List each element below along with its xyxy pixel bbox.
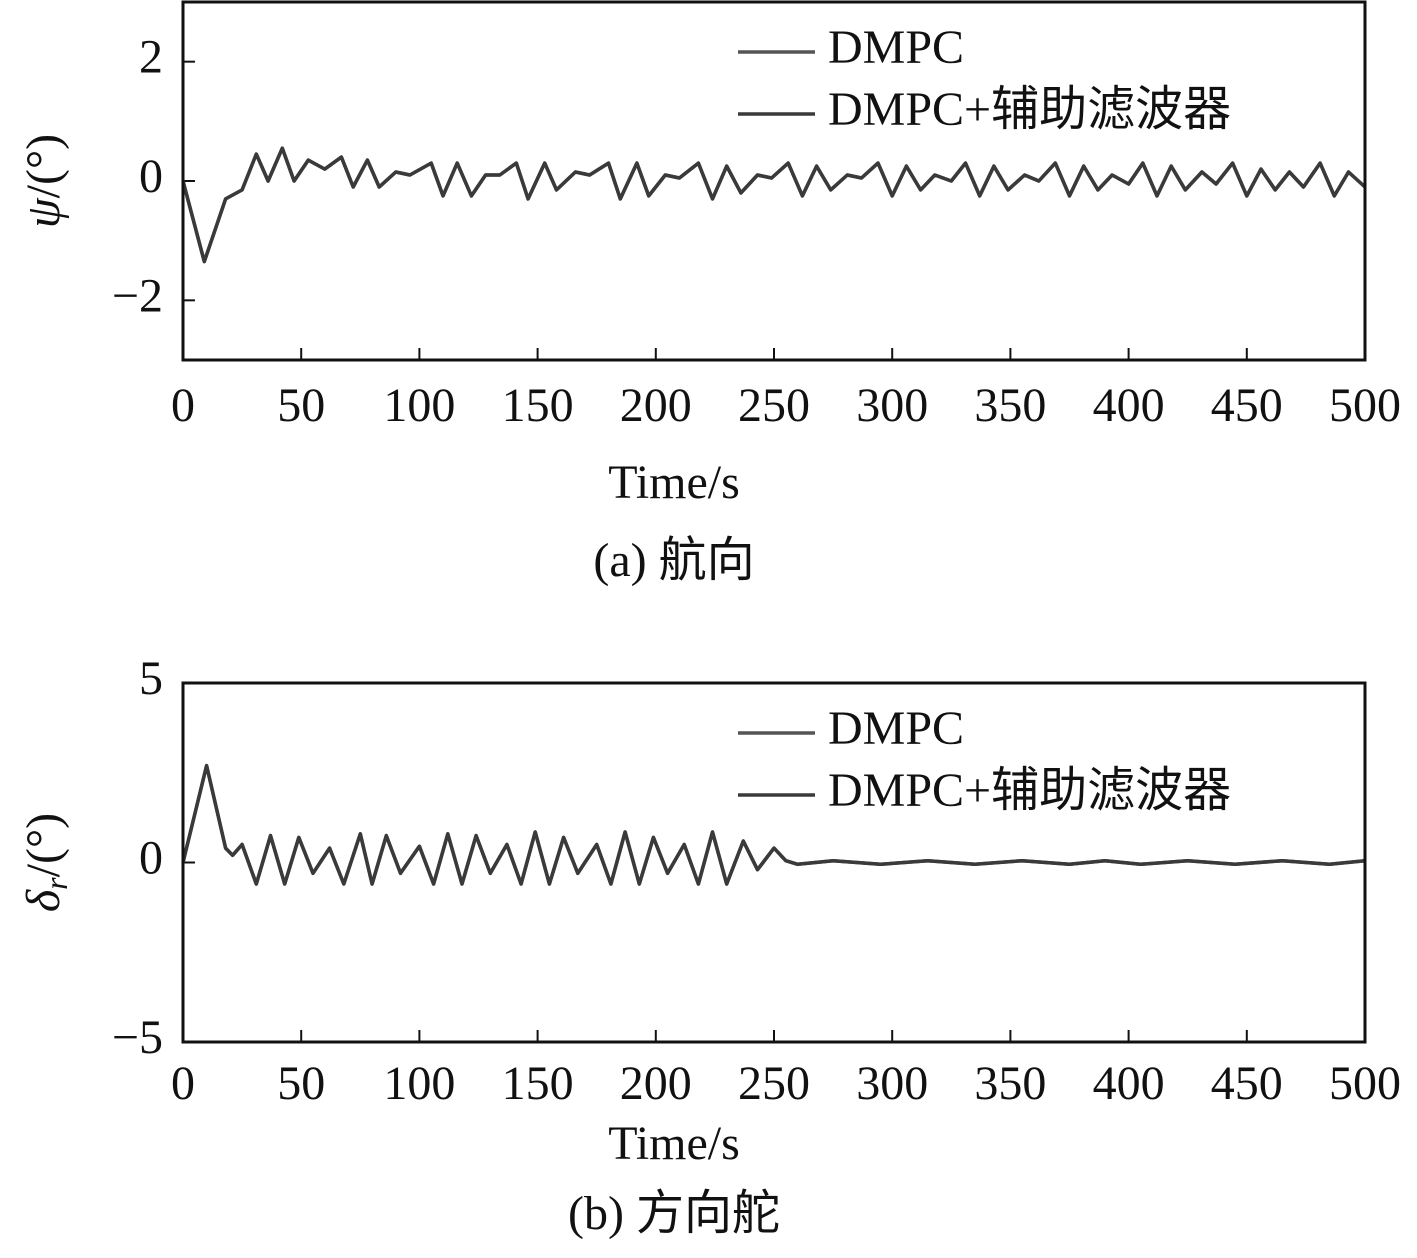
x-tick-label: 300	[856, 1057, 928, 1110]
x-axis-label: Time/s	[608, 456, 740, 509]
y-tick-label: −5	[112, 1011, 163, 1064]
x-tick-label: 200	[620, 379, 692, 432]
y-axis-label: δr/(°)	[17, 813, 74, 912]
x-tick-label: 500	[1329, 379, 1401, 432]
x-tick-label: 250	[738, 379, 810, 432]
x-tick-label: 100	[383, 379, 455, 432]
x-tick-label: 50	[277, 1057, 325, 1110]
y-label-unit: /(°)	[17, 813, 70, 878]
x-tick-label: 100	[383, 1057, 455, 1110]
y-tick-label: 5	[139, 652, 163, 705]
x-tick-label: 450	[1211, 1057, 1283, 1110]
data-line	[181, 146, 1367, 264]
x-tick-label: 50	[277, 379, 325, 432]
x-tick-label: 150	[502, 1057, 574, 1110]
y-label-subscript: r	[38, 877, 74, 890]
y-tick-label: −2	[112, 269, 163, 322]
plot-frame	[181, 681, 1367, 1044]
x-tick-label: 400	[1093, 379, 1165, 432]
data-line	[181, 763, 1366, 886]
plot-frame	[181, 0, 1367, 362]
y-axis-label: ψ/(°)	[17, 134, 70, 228]
legend-label: DMPC+辅助滤波器	[828, 764, 1231, 817]
y-tick-label: 2	[139, 31, 163, 84]
data-line	[181, 146, 1367, 264]
y-label-symbol: ψ	[17, 197, 70, 228]
legend-label: DMPC	[828, 702, 964, 755]
x-tick-label: 0	[171, 379, 195, 432]
y-label-symbol: δ	[17, 889, 70, 912]
x-tick-label: 400	[1093, 1057, 1165, 1110]
x-tick-label: 150	[502, 379, 574, 432]
x-tick-label: 350	[974, 1057, 1046, 1110]
x-tick-label: 250	[738, 1057, 810, 1110]
x-tick-label: 200	[620, 1057, 692, 1110]
y-label-unit: /(°)	[17, 134, 70, 199]
caption: (b) 方向舵	[568, 1187, 780, 1240]
x-tick-label: 0	[171, 1057, 195, 1110]
y-tick-label: 0	[139, 832, 163, 885]
x-tick-label: 300	[856, 379, 928, 432]
x-axis-label: Time/s	[608, 1117, 740, 1170]
caption: (a) 航向	[593, 534, 754, 587]
y-tick-label: 0	[139, 150, 163, 203]
x-tick-label: 350	[974, 379, 1046, 432]
legend-label: DMPC+辅助滤波器	[828, 83, 1231, 136]
legend-label: DMPC	[828, 21, 964, 74]
x-tick-label: 500	[1329, 1057, 1401, 1110]
x-tick-label: 450	[1211, 379, 1283, 432]
